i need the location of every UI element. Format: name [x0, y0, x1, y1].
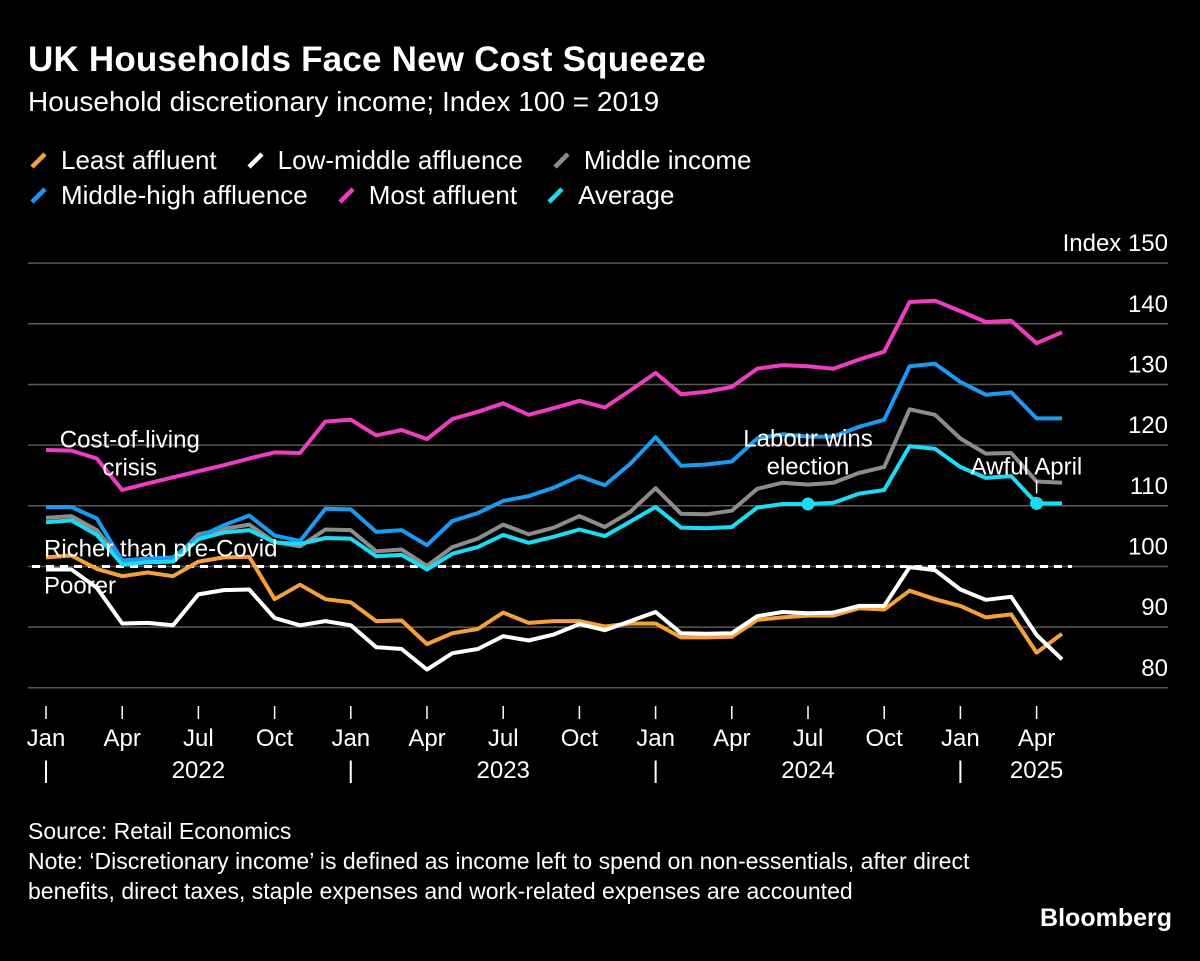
- poorer-label: Poorer: [44, 572, 116, 599]
- legend-label: Middle-high affluence: [61, 180, 308, 210]
- x-tick-label: Jan: [27, 725, 66, 752]
- richer-label: Richer than pre-Covid: [44, 535, 277, 562]
- x-tick-label: Jul: [488, 725, 519, 752]
- legend-label: Least affluent: [61, 145, 217, 175]
- legend-swatch-icon: [30, 187, 47, 204]
- annotation-label: crisis: [102, 455, 157, 482]
- definition-note: Note: ‘Discretionary income’ is defined …: [28, 848, 970, 904]
- legend-item-most-affluent: Most affluent: [336, 180, 517, 211]
- series-line-low-middle-affluence: [46, 565, 1064, 672]
- y-tick-label: 120: [1128, 412, 1168, 439]
- year-label: 2022: [172, 757, 225, 784]
- legend-item-average: Average: [545, 180, 674, 211]
- chart-subtitle: Household discretionary income; Index 10…: [28, 86, 660, 117]
- x-tick-label: Apr: [713, 725, 750, 752]
- x-tick-label: Jan: [941, 725, 980, 752]
- year-separator: |: [652, 757, 658, 784]
- year-label: 2024: [781, 757, 834, 784]
- legend-swatch-icon: [547, 187, 564, 204]
- series-line-middle-high-affluence: [46, 361, 1062, 563]
- year-label: 2025: [1010, 757, 1063, 784]
- y-tick-label: 100: [1128, 533, 1168, 560]
- legend-item-least-affluent: Least affluent: [28, 145, 217, 176]
- legend-swatch-icon: [30, 152, 47, 169]
- x-tick-label: Jul: [183, 725, 214, 752]
- series-line-most-affluent: [45, 298, 1063, 492]
- footer: Source: Retail Economics Note: ‘Discreti…: [28, 816, 1038, 906]
- bloomberg-logo: Bloomberg: [1040, 904, 1172, 932]
- y-tick-label: 80: [1141, 655, 1168, 682]
- legend-label: Most affluent: [368, 180, 518, 210]
- x-tick-label: Oct: [866, 725, 904, 752]
- y-tick-label: 110: [1130, 473, 1168, 500]
- x-tick-label: Apr: [408, 725, 445, 752]
- year-separator: |: [957, 757, 963, 784]
- source-note: Source: Retail Economics: [28, 818, 292, 844]
- year-separator: |: [348, 757, 354, 784]
- event-marker: [1030, 496, 1044, 510]
- year-label: 2023: [477, 757, 530, 784]
- x-tick-label: Jul: [793, 725, 824, 752]
- x-tick-label: Apr: [1018, 725, 1055, 752]
- x-tick-label: Oct: [561, 725, 599, 752]
- x-tick-label: Oct: [256, 725, 294, 752]
- y-tick-label: Index 150: [1063, 230, 1168, 257]
- event-marker: [801, 497, 815, 511]
- x-tick-label: Jan: [636, 725, 675, 752]
- legend-item-low-middle-affluence: Low-middle affluence: [245, 145, 523, 176]
- annotation-label: Labour wins: [743, 425, 872, 452]
- annotation-label: Cost-of-living: [60, 427, 200, 454]
- legend-label: Low-middle affluence: [277, 145, 523, 175]
- y-tick-label: 90: [1141, 594, 1168, 621]
- legend-swatch-icon: [338, 187, 355, 204]
- legend: Least affluent Low-middle affluence Midd…: [28, 143, 928, 213]
- year-separator: |: [43, 757, 49, 784]
- legend-swatch-icon: [553, 152, 570, 169]
- y-tick-label: 130: [1128, 351, 1168, 378]
- x-tick-label: Jan: [331, 725, 370, 752]
- annotation-label: election: [767, 453, 850, 480]
- legend-item-middle-high-affluence: Middle-high affluence: [28, 180, 308, 211]
- legend-label: Middle income: [583, 145, 752, 175]
- legend-item-middle-income: Middle income: [551, 145, 752, 176]
- x-tick-label: Apr: [104, 725, 141, 752]
- series-line-average: [45, 444, 1062, 572]
- y-tick-label: 140: [1128, 291, 1168, 318]
- chart-title: UK Households Face New Cost Squeeze: [28, 40, 706, 79]
- annotation-label: Awful April: [971, 453, 1083, 480]
- legend-label: Average: [578, 180, 675, 210]
- legend-swatch-icon: [247, 152, 264, 169]
- series-line-least-affluent: [45, 553, 1064, 655]
